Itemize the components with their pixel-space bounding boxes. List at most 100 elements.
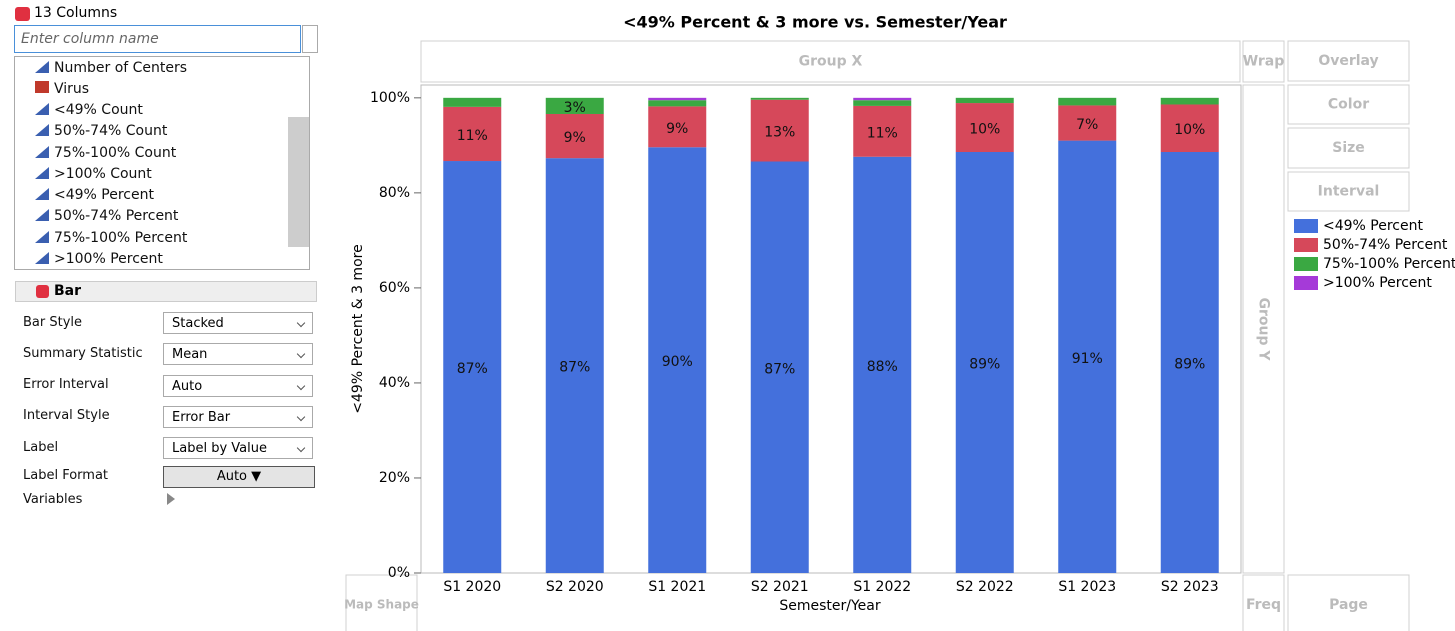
column-item[interactable]: Number of Centers (35, 60, 187, 76)
drop-zone-label: Interval (1318, 184, 1380, 200)
drop-zone-label: Overlay (1318, 53, 1378, 69)
nominal-icon (35, 81, 49, 93)
search-box[interactable]: Enter column name (14, 25, 301, 53)
column-name: 75%-100% Percent (54, 230, 188, 246)
bar-segment (750, 97, 809, 100)
setting-select[interactable]: Error Bar (163, 406, 313, 428)
setting-label: Error Interval (23, 377, 109, 392)
drop-zone[interactable] (1242, 40, 1285, 83)
drop-zone-label: Wrap (1243, 54, 1285, 70)
setting-label: Bar Style (23, 315, 83, 330)
column-item[interactable]: >100% Count (35, 166, 152, 182)
y-tick-label: 20% (379, 470, 410, 486)
y-axis-label: <49% Percent & 3 more (350, 244, 366, 413)
column-name: 50%-74% Percent (54, 208, 179, 224)
bar-segment (1058, 140, 1117, 573)
drop-zone[interactable] (420, 40, 1241, 83)
bar-segment (443, 97, 502, 107)
drop-zone[interactable] (345, 574, 418, 631)
x-tick-label: S1 2022 (853, 579, 911, 595)
x-tick-label: S1 2023 (1058, 579, 1116, 595)
search-dropdown[interactable] (302, 25, 318, 53)
data-label: 88% (867, 359, 898, 375)
column-item[interactable]: >100% Percent (35, 251, 163, 267)
variables-label: Variables (23, 492, 83, 507)
bar-segment (853, 100, 912, 106)
data-label: 89% (1174, 356, 1205, 372)
bar-panel-header[interactable]: Bar (15, 281, 317, 302)
bar-segment (1058, 97, 1117, 106)
disclosure-icon[interactable] (167, 493, 175, 505)
data-label: 10% (1174, 122, 1205, 138)
bar-segment (955, 103, 1014, 152)
x-tick-label: S2 2021 (751, 579, 809, 595)
data-label: 3% (564, 100, 586, 116)
y-tick-label: 0% (388, 565, 410, 581)
column-name: <49% Percent (54, 187, 154, 203)
column-item[interactable]: 75%-100% Count (35, 145, 176, 161)
drop-zone-label: Freq (1246, 597, 1281, 613)
setting-label: Label (23, 440, 59, 455)
plot-frame (420, 84, 1242, 574)
drop-zone[interactable] (1242, 574, 1285, 631)
column-item[interactable]: 50%-74% Count (35, 123, 167, 139)
column-item[interactable]: Virus (35, 81, 89, 97)
bar-panel-title: Bar (54, 283, 82, 299)
bar-segment (1160, 151, 1219, 573)
bar-segment (853, 156, 912, 573)
drop-zone[interactable] (1287, 171, 1410, 212)
column-name: Number of Centers (54, 60, 188, 76)
setting-label: Interval Style (23, 408, 110, 423)
setting-select[interactable]: Mean (163, 343, 313, 365)
y-tick-label: 100% (370, 90, 410, 106)
data-label: 11% (867, 125, 898, 141)
column-name: >100% Count (54, 166, 152, 182)
bar-segment (443, 106, 502, 162)
drop-zone[interactable] (1287, 574, 1410, 631)
x-tick-label: S2 2022 (956, 579, 1014, 595)
drop-zone-label: Group X (799, 54, 863, 70)
bar-segment (1160, 104, 1219, 152)
setting-select[interactable]: Label by Value (163, 437, 313, 459)
legend-label: <49% Percent (1323, 218, 1423, 234)
legend-swatch (1294, 276, 1318, 290)
data-label: 9% (564, 130, 586, 146)
column-item[interactable]: 75%-100% Percent (35, 230, 187, 246)
bar-segment (750, 99, 809, 162)
drop-zone[interactable] (1287, 127, 1410, 169)
data-label: 10% (969, 122, 1000, 138)
y-tick-label: 40% (379, 375, 410, 391)
drop-zone-label: Map Shape (344, 598, 419, 612)
column-item[interactable]: <49% Percent (35, 187, 154, 203)
data-label: 13% (764, 125, 795, 141)
drop-zone[interactable] (1242, 84, 1285, 574)
columns-header: 13 Columns (34, 5, 118, 21)
bar-segment (955, 151, 1014, 573)
legend-swatch (1294, 219, 1318, 233)
data-label: 89% (969, 356, 1000, 372)
column-name: 50%-74% Count (54, 123, 168, 139)
column-item[interactable]: <49% Count (35, 102, 143, 118)
bar-segment (648, 100, 707, 107)
drop-zone[interactable] (1287, 40, 1410, 82)
column-name: >100% Percent (54, 251, 163, 267)
drop-zone[interactable] (1287, 84, 1410, 125)
menu-icon[interactable] (36, 285, 49, 298)
bar-segment (1058, 105, 1117, 141)
column-name: Virus (54, 81, 90, 97)
setting-select[interactable]: Stacked (163, 312, 313, 334)
legend-label: >100% Percent (1323, 275, 1432, 291)
y-tick-label: 80% (379, 185, 410, 201)
menu-icon[interactable] (15, 7, 30, 21)
x-tick-label: S1 2021 (648, 579, 706, 595)
column-item[interactable]: 50%-74% Percent (35, 208, 178, 224)
drop-zone-label: Color (1328, 97, 1369, 113)
data-label: 9% (666, 121, 688, 137)
setting-label: Label Format (23, 468, 109, 483)
label-format-button[interactable]: Auto ▼ (163, 466, 315, 488)
data-label: 87% (764, 361, 795, 377)
drop-zone-label: Page (1329, 597, 1368, 613)
scrollbar-thumb[interactable] (288, 117, 309, 247)
setting-select[interactable]: Auto (163, 375, 313, 397)
bar-segment (1160, 97, 1219, 105)
